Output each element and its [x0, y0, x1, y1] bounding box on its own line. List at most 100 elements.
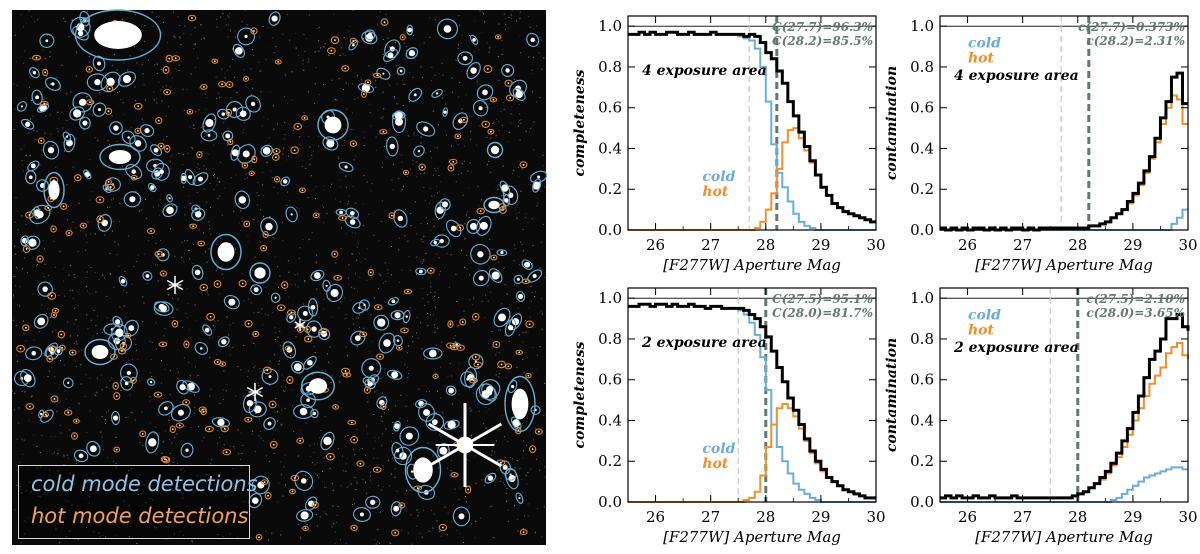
- noise-pixel: [218, 110, 220, 112]
- noise-pixel: [510, 14, 512, 16]
- noise-pixel: [36, 19, 38, 21]
- noise-pixel: [507, 509, 509, 511]
- noise-pixel: [247, 241, 249, 243]
- faint-source: [174, 57, 177, 60]
- noise-pixel: [243, 69, 245, 71]
- noise-pixel: [83, 354, 85, 356]
- noise-pixel: [358, 314, 360, 316]
- noise-pixel: [306, 38, 308, 40]
- noise-pixel: [464, 223, 466, 225]
- noise-pixel: [77, 335, 79, 337]
- noise-pixel: [281, 409, 283, 411]
- noise-pixel: [228, 334, 230, 336]
- noise-pixel: [61, 127, 63, 129]
- noise-pixel: [390, 440, 392, 442]
- cold-detection-ellipse: [162, 203, 178, 218]
- noise-pixel: [266, 497, 268, 499]
- hot-detection-ellipse: [157, 142, 165, 150]
- galaxy: [504, 198, 509, 203]
- noise-pixel: [61, 111, 63, 113]
- galaxy: [31, 350, 36, 356]
- noise-pixel: [36, 58, 38, 60]
- noise-pixel: [436, 446, 438, 448]
- noise-pixel: [183, 339, 185, 341]
- noise-pixel: [245, 173, 247, 175]
- noise-pixel: [382, 91, 384, 93]
- noise-pixel: [309, 445, 311, 447]
- noise-pixel: [346, 486, 348, 488]
- noise-pixel: [174, 255, 176, 257]
- noise-pixel: [541, 39, 543, 41]
- hot-detection-ellipse: [171, 55, 181, 62]
- noise-pixel: [198, 230, 200, 232]
- noise-pixel: [313, 189, 315, 191]
- noise-pixel: [50, 145, 52, 147]
- hot-detection-ellipse: [206, 312, 215, 321]
- noise-pixel: [345, 435, 347, 437]
- galaxy: [131, 169, 136, 174]
- noise-pixel: [307, 197, 309, 199]
- hot-detection-ellipse: [472, 312, 480, 321]
- noise-pixel: [249, 82, 251, 84]
- noise-pixel: [200, 127, 202, 129]
- noise-pixel: [151, 11, 153, 13]
- noise-pixel: [213, 175, 215, 177]
- x-tick-label: 30: [1178, 508, 1197, 526]
- noise-pixel: [466, 459, 468, 461]
- faint-source: [223, 427, 226, 430]
- hot-detection-ellipse: [243, 220, 251, 228]
- noise-pixel: [264, 269, 266, 271]
- noise-pixel: [491, 505, 493, 507]
- noise-pixel: [283, 147, 285, 149]
- hot-detection-ellipse: [356, 460, 365, 467]
- noise-pixel: [64, 507, 66, 509]
- noise-pixel: [280, 461, 282, 463]
- noise-pixel: [173, 522, 175, 524]
- cold-detection-ellipse: [338, 161, 354, 173]
- noise-pixel: [348, 264, 350, 266]
- noise-pixel: [422, 241, 424, 243]
- noise-pixel: [350, 299, 352, 301]
- noise-pixel: [394, 42, 396, 44]
- noise-pixel: [255, 412, 257, 414]
- noise-pixel: [234, 248, 236, 250]
- noise-pixel: [377, 437, 379, 439]
- noise-pixel: [186, 219, 188, 221]
- noise-pixel: [292, 489, 294, 491]
- noise-pixel: [382, 162, 384, 164]
- faint-source: [275, 150, 278, 152]
- noise-pixel: [230, 30, 232, 32]
- noise-pixel: [216, 26, 218, 28]
- noise-pixel: [473, 400, 475, 402]
- noise-pixel: [160, 360, 162, 362]
- noise-pixel: [265, 530, 267, 532]
- noise-pixel: [530, 181, 532, 183]
- galaxy: [517, 293, 524, 300]
- noise-pixel: [388, 262, 390, 264]
- noise-pixel: [477, 282, 479, 284]
- galaxy: [28, 175, 33, 180]
- hot-detection-ellipse: [360, 90, 367, 98]
- hot-detection-ellipse: [187, 14, 197, 22]
- noise-pixel: [501, 415, 503, 417]
- noise-pixel: [442, 421, 444, 423]
- noise-pixel: [151, 449, 153, 451]
- noise-pixel: [249, 514, 251, 516]
- noise-pixel: [66, 235, 68, 237]
- noise-pixel: [471, 304, 473, 306]
- noise-pixel: [104, 419, 106, 421]
- faint-source: [73, 435, 76, 437]
- faint-source: [353, 526, 355, 529]
- noise-pixel: [92, 335, 94, 337]
- noise-pixel: [281, 374, 283, 376]
- noise-pixel: [403, 83, 405, 85]
- noise-pixel: [233, 446, 235, 448]
- noise-pixel: [438, 175, 440, 177]
- hot-detection-ellipse: [134, 102, 143, 110]
- noise-pixel: [234, 30, 236, 32]
- noise-pixel: [307, 384, 309, 386]
- noise-pixel: [85, 521, 87, 523]
- noise-pixel: [502, 468, 504, 470]
- noise-pixel: [400, 361, 402, 363]
- noise-pixel: [21, 438, 23, 440]
